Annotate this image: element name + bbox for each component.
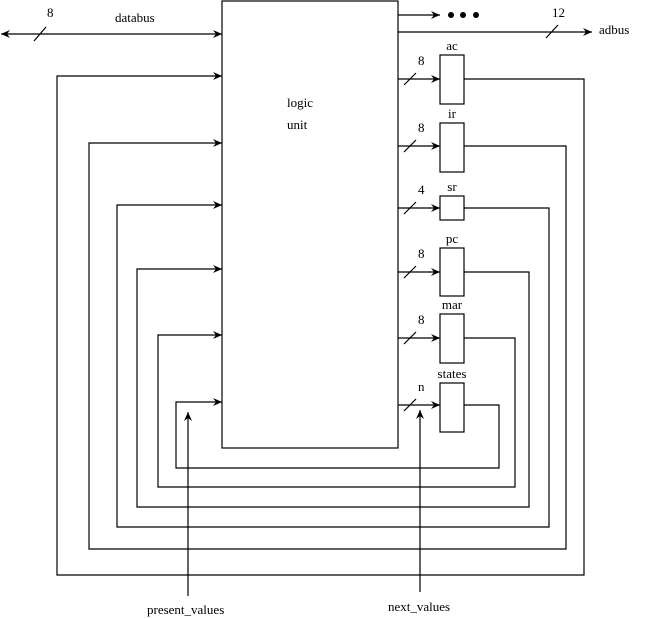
ellipsis-dot [473,12,479,18]
register-pc: pc 8 [136,231,530,508]
bus-width-slash [403,265,417,279]
adbus: 12 adbus [398,5,629,39]
present-values: present_values [147,412,224,617]
register-box [439,313,465,364]
register-name: ir [448,106,457,121]
register-name: ac [446,38,458,53]
register-width: 4 [418,182,425,197]
register-name: mar [442,297,463,312]
register-name: pc [446,231,459,246]
next-values: next_values [388,410,450,614]
register-ir: ir 8 [88,106,567,550]
register-box [439,122,465,173]
bus-width-slash [403,398,417,412]
register-width: 8 [418,53,425,68]
ellipsis-dot [460,12,466,18]
bus-width-slash [403,331,417,345]
feedback-line [116,201,550,528]
adbus-width: 12 [552,5,565,20]
feedback-line [157,331,516,488]
databus: 8 databus [1,5,222,42]
register-mar: mar 8 [157,297,516,488]
register-ac: ac 8 [56,38,585,576]
databus-width: 8 [47,5,54,20]
present-values-label: present_values [147,602,224,617]
bus-width-slash [403,72,417,86]
logic-unit: logic unit [221,0,399,449]
register-width: 8 [418,312,425,327]
bus-width-slash [403,201,417,215]
register-sr: sr 4 [116,179,550,528]
register-width: n [418,379,425,394]
logic-unit-label-2: unit [287,117,308,132]
more-outputs [398,11,479,19]
register-box [439,382,465,433]
register-name: states [438,366,467,381]
register-box [439,247,465,297]
logic-unit-label-1: logic [287,95,313,110]
databus-label: databus [115,10,155,25]
register-width: 8 [418,246,425,261]
next-values-label: next_values [388,599,450,614]
adbus-label: adbus [599,22,629,37]
ellipsis-dot [448,12,454,18]
feedback-line [88,139,567,550]
register-box [439,195,465,221]
feedback-line [175,398,500,469]
register-width: 8 [418,120,425,135]
register-name: sr [447,179,457,194]
feedback-line [136,265,530,508]
feedback-line [56,72,585,576]
bus-width-slash [403,139,417,153]
register-box [439,54,465,105]
